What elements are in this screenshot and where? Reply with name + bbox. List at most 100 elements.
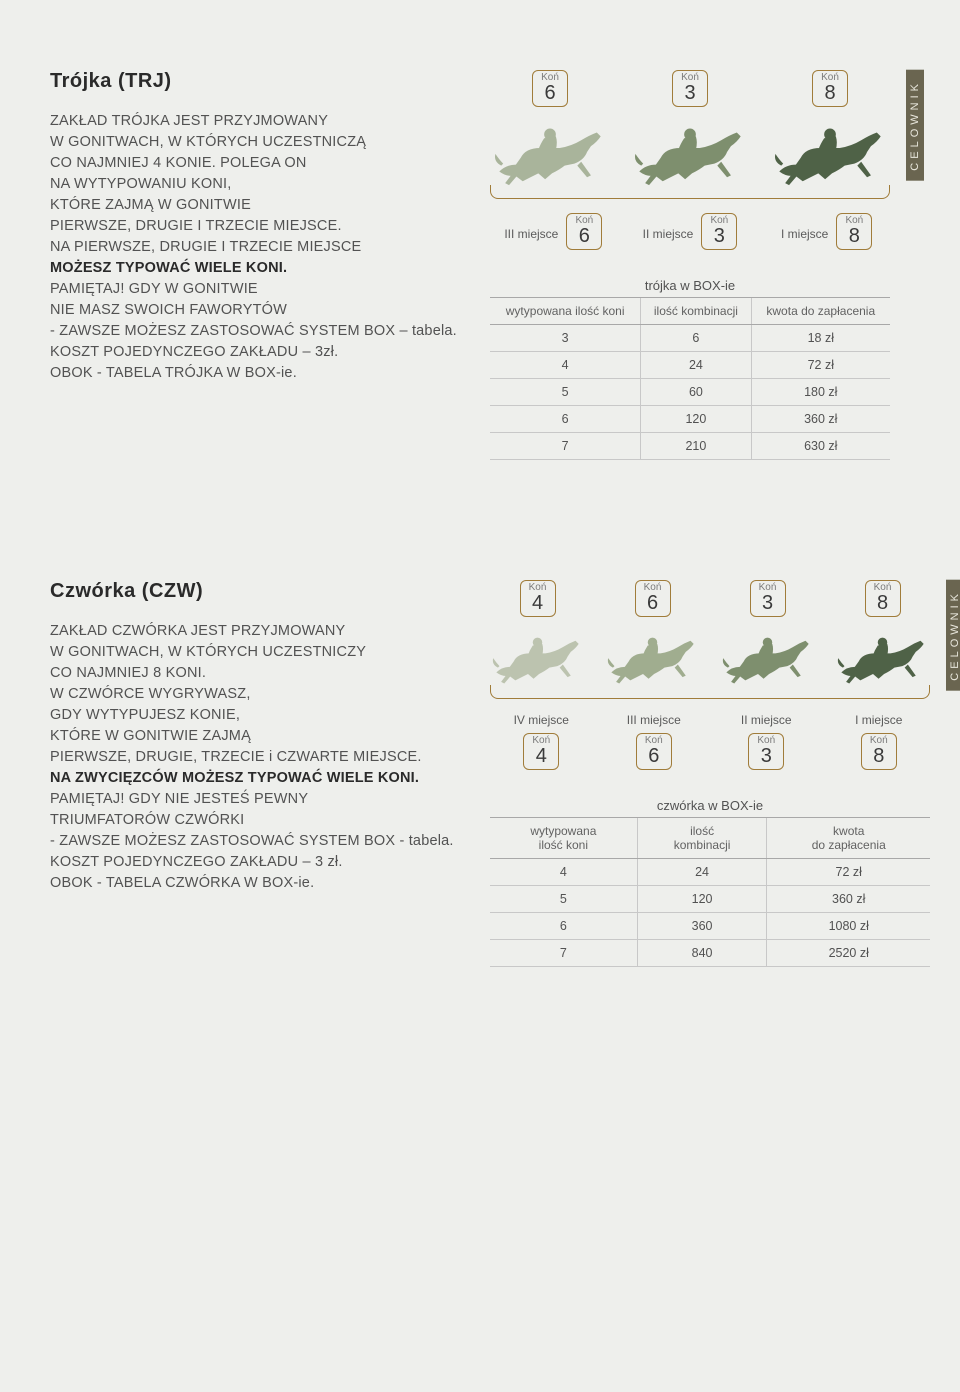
table-cell: 840 <box>637 940 767 967</box>
table-row: 560180 zł <box>490 379 890 406</box>
table-cell: 630 zł <box>751 433 890 460</box>
table-header: wytypowana ilość koni <box>490 298 641 325</box>
czw-table: wytypowana ilość koni ilość kombinacji k… <box>490 818 930 967</box>
czw-box-table: czwórka w BOX-ie wytypowana ilość koni i… <box>490 798 930 967</box>
table-cell: 5 <box>490 379 641 406</box>
kon-number: 8 <box>849 225 860 247</box>
table-cell: 360 zł <box>751 406 890 433</box>
table-cell: 60 <box>641 379 751 406</box>
celownik-label: CELOWNIK <box>946 580 960 691</box>
czw-line: OBOK - TABELA CZWÓRKA W BOX-ie. <box>50 875 314 891</box>
czw-line: KTÓRE W GONITWIE ZAJMĄ <box>50 728 251 744</box>
table-cell: 6 <box>641 325 751 352</box>
table-row: 63601080 zł <box>490 913 930 940</box>
table-cell: 24 <box>641 352 751 379</box>
trj-line-bold: MOŻESZ TYPOWAĆ WIELE KONI. <box>50 260 287 276</box>
kon-number: 8 <box>824 82 835 104</box>
trj-line: NA WYTYPOWANIU KONI, <box>50 176 232 192</box>
czw-section: Czwórka (CZW) ZAKŁAD CZWÓRKA JEST PRZYJM… <box>50 580 910 967</box>
kon-number: 4 <box>536 745 547 767</box>
trj-horse-1: Koń 6 <box>490 70 610 189</box>
place-3: III miejsce Koń 6 <box>490 213 617 254</box>
place-label: III miejsce <box>627 713 681 727</box>
table-cell: 24 <box>637 859 767 886</box>
place-number-box: Koń 3 <box>701 213 737 250</box>
table-cell: 7 <box>490 940 637 967</box>
place-2: II miejsce Koń 3 <box>627 213 754 254</box>
place-label: I miejsce <box>855 713 902 727</box>
table-cell: 72 zł <box>767 859 930 886</box>
kon-number: 6 <box>579 225 590 247</box>
trj-line: NIE MASZ SWOICH FAWORYTÓW <box>50 302 287 318</box>
place-number-box: Koń 4 <box>523 733 559 770</box>
kon-number: 8 <box>877 592 888 614</box>
table-cell: 120 <box>641 406 751 433</box>
horse-icon <box>770 111 890 189</box>
trj-line: KOSZT POJEDYNCZEGO ZAKŁADU – 3zł. <box>50 344 338 360</box>
table-cell: 1080 zł <box>767 913 930 940</box>
horse-icon <box>720 621 815 689</box>
table-cell: 210 <box>641 433 751 460</box>
table-cell: 72 zł <box>751 352 890 379</box>
czw-line: GDY WYTYPUJESZ KONIE, <box>50 707 240 723</box>
table-row: 42472 zł <box>490 859 930 886</box>
trj-table: wytypowana ilość koni ilość kombinacji k… <box>490 298 890 460</box>
horse-number-box: Koń 8 <box>865 580 901 617</box>
czw-horse-2: Koń 6 <box>605 580 700 689</box>
table-cell: 3 <box>490 325 641 352</box>
kon-number: 3 <box>762 592 773 614</box>
kon-number: 8 <box>873 745 884 767</box>
trj-place-row: III miejsce Koń 6 II miejsce Koń 3 I mie… <box>490 213 890 254</box>
place-label: I miejsce <box>781 227 828 241</box>
kon-number: 6 <box>544 82 555 104</box>
trj-title: Trójka (TRJ) <box>50 70 460 93</box>
place-3: III miejsce Koń 6 <box>603 713 706 774</box>
table-row: 78402520 zł <box>490 940 930 967</box>
kon-number: 3 <box>714 225 725 247</box>
trj-line: W GONITWACH, W KTÓRYCH UCZESTNICZĄ <box>50 134 366 150</box>
czw-line: - ZAWSZE MOŻESZ ZASTOSOWAĆ SYSTEM BOX - … <box>50 833 454 849</box>
trj-horse-2: Koń 3 <box>630 70 750 189</box>
table-cell: 6 <box>490 913 637 940</box>
czw-line: PAMIĘTAJ! GDY NIE JESTEŚ PEWNY <box>50 791 308 807</box>
table-header: ilość kombinacji <box>637 818 767 859</box>
place-label: IV miejsce <box>514 713 569 727</box>
trj-visual: CELOWNIK Koń 6 Koń 3 Koń 8 <box>490 70 920 460</box>
place-label: II miejsce <box>643 227 694 241</box>
czw-horse-row: Koń 4 Koń 6 Koń 3 <box>490 580 930 689</box>
czw-horse-1: Koń 4 <box>490 580 585 689</box>
table-row: 42472 zł <box>490 352 890 379</box>
table-cell: 120 <box>637 886 767 913</box>
table-caption: czwórka w BOX-ie <box>490 798 930 818</box>
czw-line: ZAKŁAD CZWÓRKA JEST PRZYJMOWANY <box>50 623 345 639</box>
table-row: 5120360 zł <box>490 886 930 913</box>
trj-line: NA PIERWSZE, DRUGIE I TRZECIE MIEJSCE <box>50 239 361 255</box>
table-row: 6120360 zł <box>490 406 890 433</box>
czw-paragraph: ZAKŁAD CZWÓRKA JEST PRZYJMOWANY W GONITW… <box>50 621 460 894</box>
table-cell: 7 <box>490 433 641 460</box>
table-cell: 4 <box>490 352 641 379</box>
czw-line: W CZWÓRCE WYGRYWASZ, <box>50 686 251 702</box>
place-1: I miejsce Koń 8 <box>763 213 890 254</box>
czw-horse-4: Koń 8 <box>835 580 930 689</box>
trj-horse-3: Koń 8 <box>770 70 890 189</box>
czw-line: KOSZT POJEDYNCZEGO ZAKŁADU – 3 zł. <box>50 854 343 870</box>
place-number-box: Koń 6 <box>566 213 602 250</box>
horse-number-box: Koń 3 <box>672 70 708 107</box>
czw-text: Czwórka (CZW) ZAKŁAD CZWÓRKA JEST PRZYJM… <box>50 580 460 967</box>
place-1: I miejsce Koń 8 <box>828 713 931 774</box>
trj-text: Trójka (TRJ) ZAKŁAD TRÓJKA JEST PRZYJMOW… <box>50 70 460 460</box>
place-label: II miejsce <box>741 713 792 727</box>
table-caption: trójka w BOX-ie <box>490 278 890 298</box>
place-number-box: Koń 8 <box>836 213 872 250</box>
czw-visual: CELOWNIK Koń 4 Koń 6 Koń 3 <box>490 580 960 967</box>
place-4: IV miejsce Koń 4 <box>490 713 593 774</box>
horse-number-box: Koń 8 <box>812 70 848 107</box>
table-cell: 180 zł <box>751 379 890 406</box>
trj-line: PIERWSZE, DRUGIE I TRZECIE MIEJSCE. <box>50 218 342 234</box>
kon-number: 6 <box>647 592 658 614</box>
czw-line-bold: NA ZWYCIĘZCÓW MOŻESZ TYPOWAĆ WIELE KONI. <box>50 770 419 786</box>
horse-number-box: Koń 3 <box>750 580 786 617</box>
kon-number: 4 <box>532 592 543 614</box>
trj-line: - ZAWSZE MOŻESZ ZASTOSOWAĆ SYSTEM BOX – … <box>50 323 457 339</box>
